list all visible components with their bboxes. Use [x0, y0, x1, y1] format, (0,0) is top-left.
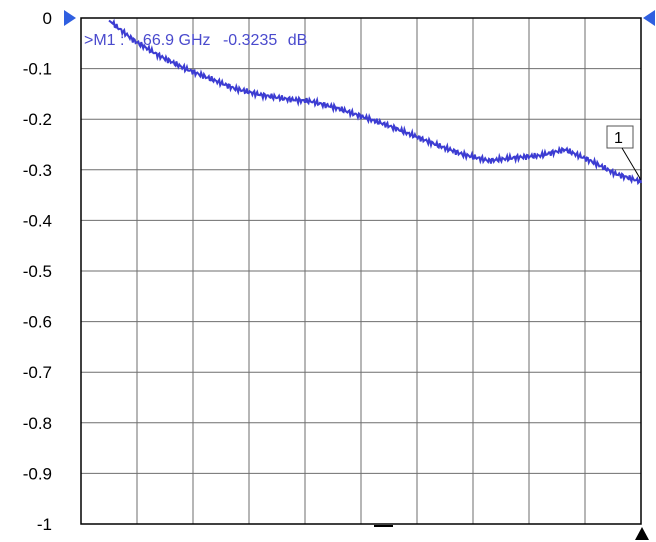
trace-line — [108, 18, 642, 186]
y-tick-label: -0.3 — [23, 161, 52, 180]
plot-frame — [80, 17, 642, 525]
y-tick-label: 0 — [43, 9, 52, 28]
grid-lines — [81, 18, 641, 524]
y-tick-label: -0.6 — [23, 313, 52, 332]
reference-arrow-left-icon[interactable] — [64, 10, 76, 26]
stop-marker-triangle-icon — [635, 527, 649, 540]
marker-readout-frequency: 66.9 GHz — [143, 32, 211, 49]
marker-readout-value: -0.3235 — [223, 32, 277, 49]
marker-1[interactable]: 1 — [606, 125, 642, 181]
y-tick-label: -0.5 — [23, 262, 52, 281]
y-tick-labels: 0 -0.1 -0.2 -0.3 -0.4 -0.5 -0.6 -0.7 -0.8 -0.9 -1 — [23, 9, 52, 534]
y-tick-label: -0.8 — [23, 414, 52, 433]
reference-arrow-right-icon[interactable] — [643, 10, 655, 26]
marker-label-box — [606, 125, 634, 149]
marker-leader-line — [621, 147, 642, 181]
y-tick-label: -0.9 — [23, 464, 52, 483]
marker-readout: >M1 : 66.9 GHz -0.3235 dB — [84, 32, 307, 49]
y-tick-label: -0.7 — [23, 363, 52, 382]
marker-readout-unit: dB — [288, 32, 308, 49]
y-tick-label: -0.2 — [23, 110, 52, 129]
marker-label: 1 — [614, 130, 623, 147]
marker-readout-prefix: >M1 : — [84, 32, 124, 49]
y-tick-label: -0.1 — [23, 60, 52, 79]
y-tick-label: -0.4 — [23, 211, 52, 230]
y-tick-label: -1 — [37, 515, 52, 534]
